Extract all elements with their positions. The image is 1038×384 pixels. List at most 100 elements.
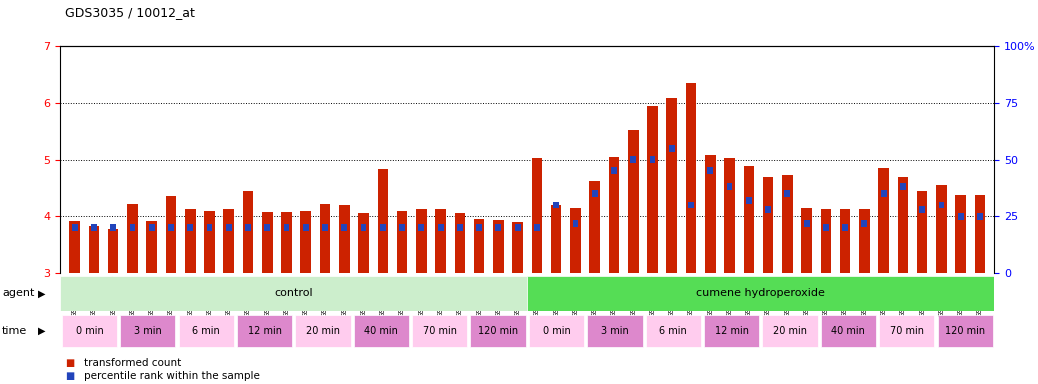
Bar: [283, 224, 290, 231]
Bar: [322, 224, 328, 231]
Bar: [707, 167, 713, 174]
Bar: [862, 220, 868, 227]
Bar: [553, 202, 559, 209]
Bar: [110, 224, 116, 231]
Bar: [204, 210, 215, 273]
Bar: [842, 224, 848, 231]
Bar: [823, 224, 828, 231]
Bar: [127, 204, 138, 273]
Bar: [588, 316, 643, 346]
Bar: [650, 156, 655, 163]
Text: ■: ■: [65, 358, 75, 368]
Text: 20 min: 20 min: [306, 326, 340, 336]
Bar: [303, 224, 308, 231]
Bar: [570, 208, 580, 273]
Bar: [611, 167, 617, 174]
Bar: [686, 83, 696, 273]
Bar: [688, 202, 694, 209]
Bar: [470, 316, 525, 346]
Bar: [88, 226, 100, 273]
Bar: [438, 224, 443, 231]
Bar: [493, 220, 503, 273]
Text: 40 min: 40 min: [364, 326, 399, 336]
Bar: [801, 208, 812, 273]
Bar: [166, 197, 176, 273]
Bar: [608, 157, 620, 273]
Text: time: time: [2, 326, 27, 336]
Bar: [435, 210, 446, 273]
Bar: [358, 214, 368, 273]
Bar: [879, 316, 934, 346]
Bar: [938, 202, 945, 209]
Bar: [474, 218, 485, 273]
Bar: [62, 316, 117, 346]
Bar: [130, 224, 135, 231]
Bar: [412, 316, 467, 346]
Bar: [91, 224, 97, 231]
Bar: [590, 181, 600, 273]
Bar: [840, 210, 850, 273]
Bar: [226, 224, 231, 231]
Bar: [320, 204, 330, 273]
Bar: [418, 224, 425, 231]
Text: control: control: [274, 288, 313, 298]
Text: cumene hydroperoxide: cumene hydroperoxide: [696, 288, 825, 298]
Text: 12 min: 12 min: [247, 326, 281, 336]
Bar: [354, 316, 409, 346]
Text: ■: ■: [65, 371, 75, 381]
Bar: [207, 224, 213, 231]
Bar: [300, 210, 311, 273]
Text: ▶: ▶: [38, 288, 46, 298]
Bar: [243, 191, 253, 273]
Bar: [705, 155, 715, 273]
Bar: [457, 224, 463, 231]
Bar: [937, 316, 992, 346]
Text: GDS3035 / 10012_at: GDS3035 / 10012_at: [65, 6, 195, 19]
Bar: [917, 191, 928, 273]
Bar: [245, 224, 251, 231]
Text: agent: agent: [2, 288, 34, 298]
Bar: [515, 224, 521, 231]
Bar: [380, 224, 386, 231]
Bar: [573, 220, 578, 227]
Bar: [936, 185, 947, 273]
Bar: [920, 206, 925, 213]
Text: 3 min: 3 min: [601, 326, 629, 336]
Bar: [179, 316, 234, 346]
Text: 70 min: 70 min: [422, 326, 457, 336]
Bar: [360, 224, 366, 231]
Bar: [397, 210, 407, 273]
Text: 0 min: 0 min: [543, 326, 570, 336]
Bar: [898, 177, 908, 273]
Text: 20 min: 20 min: [773, 326, 808, 336]
Bar: [646, 316, 701, 346]
Bar: [762, 316, 818, 346]
Bar: [958, 213, 963, 220]
Bar: [148, 224, 155, 231]
Text: 6 min: 6 min: [659, 326, 687, 336]
Bar: [281, 212, 292, 273]
Bar: [704, 316, 759, 346]
Bar: [146, 221, 157, 273]
Bar: [803, 220, 810, 227]
Text: transformed count: transformed count: [84, 358, 182, 368]
Bar: [168, 224, 174, 231]
Text: 6 min: 6 min: [192, 326, 220, 336]
Text: 120 min: 120 min: [946, 326, 985, 336]
Text: percentile rank within the sample: percentile rank within the sample: [84, 371, 260, 381]
Bar: [237, 316, 293, 346]
Bar: [746, 197, 752, 204]
Bar: [187, 224, 193, 231]
Bar: [763, 177, 773, 273]
Bar: [785, 190, 790, 197]
Bar: [977, 213, 983, 220]
Bar: [185, 210, 195, 273]
Bar: [648, 106, 658, 273]
Bar: [70, 221, 80, 273]
Bar: [859, 210, 870, 273]
Bar: [878, 168, 889, 273]
Text: 120 min: 120 min: [479, 326, 518, 336]
Bar: [821, 210, 831, 273]
Bar: [666, 98, 677, 273]
Bar: [668, 145, 675, 152]
